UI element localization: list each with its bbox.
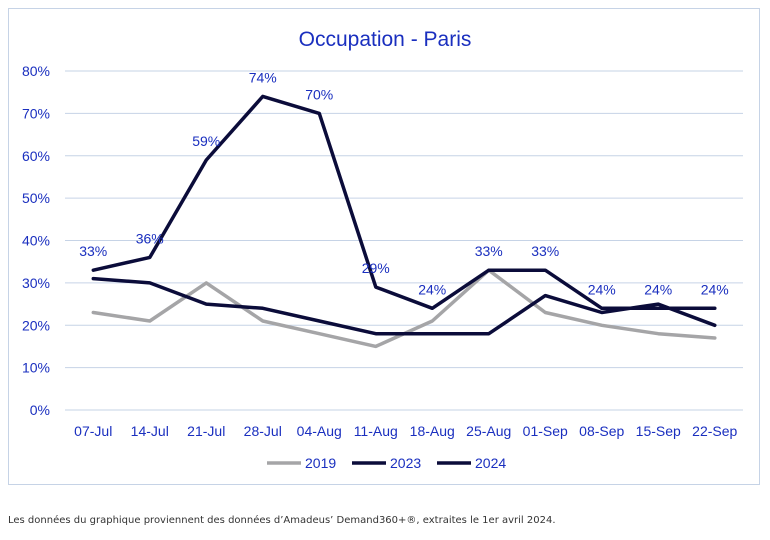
x-tick-label: 08-Sep: [579, 423, 624, 439]
y-tick-label: 60%: [22, 148, 50, 164]
y-tick-label: 10%: [22, 360, 50, 376]
x-tick-label: 07-Jul: [74, 423, 112, 439]
y-tick-label: 20%: [22, 317, 50, 333]
data-label: 70%: [305, 86, 333, 102]
data-label: 33%: [531, 243, 559, 259]
y-tick-label: 50%: [22, 190, 50, 206]
x-tick-label: 28-Jul: [244, 423, 282, 439]
series-line-2024: [91, 94, 717, 311]
x-tick-label: 11-Aug: [354, 423, 398, 439]
x-tick-label: 22-Sep: [692, 423, 737, 439]
legend-label-2024: 2024: [475, 455, 506, 471]
data-label: 24%: [644, 281, 672, 297]
x-tick-label: 04-Aug: [297, 423, 342, 439]
series-line-2023: [91, 276, 717, 336]
data-label: 36%: [136, 230, 164, 246]
data-label: 24%: [701, 281, 729, 297]
x-tick-label: 01-Sep: [523, 423, 568, 439]
data-label: 24%: [588, 281, 616, 297]
occupation-line-chart: Occupation - Paris 0% 10% 20% 30% 40% 50% 60% 7…: [22, 28, 743, 471]
x-tick-label: 21-Jul: [187, 423, 225, 439]
data-label: 33%: [79, 243, 107, 259]
x-tick-label: 25-Aug: [466, 423, 511, 439]
source-note: Les données du graphique proviennent des…: [8, 515, 556, 526]
chart-frame: Occupation - Paris 0% 10% 20% 30% 40% 50% 60% 7…: [8, 8, 760, 485]
y-tick-label: 70%: [22, 105, 50, 121]
y-tick-label: 80%: [22, 63, 50, 79]
chart-title: Occupation - Paris: [299, 28, 472, 51]
data-label: 24%: [418, 281, 446, 297]
data-label: 29%: [362, 260, 390, 276]
legend-label-2019: 2019: [305, 455, 336, 471]
y-tick-label: 0%: [30, 402, 50, 418]
x-tick-label: 14-Jul: [131, 423, 169, 439]
y-tick-label: 30%: [22, 275, 50, 291]
x-tick-label: 18-Aug: [410, 423, 455, 439]
data-label: 33%: [475, 243, 503, 259]
legend-label-2023: 2023: [390, 455, 421, 471]
x-tick-label: 15-Sep: [636, 423, 681, 439]
data-label: 74%: [249, 69, 277, 85]
data-label: 59%: [192, 133, 220, 149]
y-tick-label: 40%: [22, 233, 50, 249]
